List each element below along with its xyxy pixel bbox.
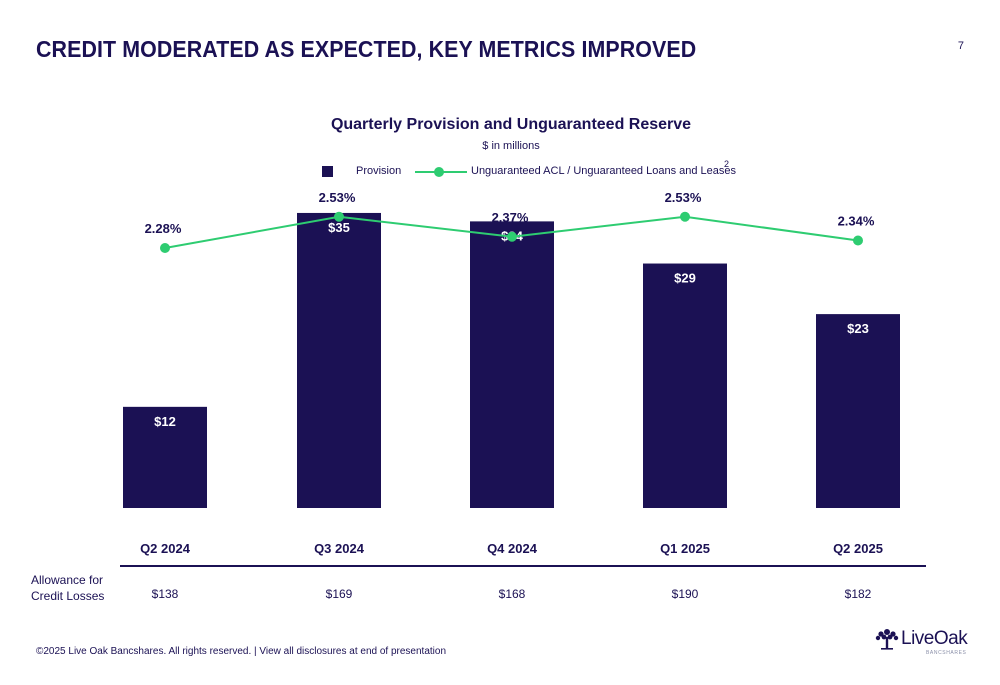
provision-bar-label: $12 — [154, 414, 176, 429]
provision-bar-label: $23 — [847, 321, 869, 336]
provision-bar — [297, 212, 381, 508]
legend-provision-label: Provision — [356, 165, 402, 177]
provision-bar — [643, 263, 727, 508]
acl-value: $138 — [151, 587, 179, 601]
acl-row-label: Allowance for Credit Losses — [31, 573, 105, 603]
footer-disclaimer: ©2025 Live Oak Bancshares. All rights re… — [36, 646, 446, 657]
acl-value: $168 — [498, 587, 526, 601]
x-axis-tick-label: Q3 2024 — [314, 541, 365, 556]
ratio-point — [507, 231, 517, 242]
provision-bar-label: $35 — [328, 220, 350, 235]
ratio-point-label: 2.37% — [492, 210, 529, 225]
page-number: 7 — [957, 40, 964, 52]
acl-value: $190 — [671, 587, 699, 601]
ratio-point-label: 2.53% — [665, 190, 702, 205]
chart-subtitle: $ in millions — [482, 140, 540, 152]
provision-bar-label: $29 — [674, 271, 696, 286]
ratio-point-label: 2.53% — [319, 190, 356, 205]
legend-provision-swatch — [322, 166, 333, 177]
ratio-point — [680, 211, 690, 222]
ratio-point-label: 2.34% — [838, 214, 875, 229]
ratio-point — [334, 211, 344, 222]
legend-footnote: 2 — [724, 159, 730, 169]
logo-wordmark: LiveOak — [901, 628, 968, 649]
x-axis-tick-label: Q4 2024 — [487, 541, 538, 556]
chart-legend: Provision Unguaranteed ACL / Unguarantee… — [0, 159, 1000, 184]
company-logo: LiveOak BANCSHARES — [874, 626, 974, 660]
provision-bar — [816, 314, 900, 508]
logo-subtitle: BANCSHARES — [926, 650, 967, 656]
ratio-point — [160, 243, 170, 253]
x-axis-tick-label: Q2 2025 — [833, 541, 883, 556]
slide-title: CREDIT MODERATED AS EXPECTED, KEY METRIC… — [36, 36, 697, 62]
ratio-point — [853, 235, 863, 246]
oak-tree-icon — [875, 629, 899, 650]
ratio-point-label: 2.28% — [145, 221, 182, 236]
legend-ratio-label: Unguaranteed ACL / Unguaranteed Loans an… — [471, 165, 737, 177]
legend-ratio-marker — [434, 167, 444, 177]
provision-bar — [470, 221, 554, 508]
provision-bar — [123, 406, 207, 508]
x-axis-tick-label: Q2 2024 — [140, 541, 191, 556]
x-axis-tick-label: Q1 2025 — [660, 541, 710, 556]
table-divider — [120, 565, 926, 567]
chart-plot: $12$35$34$29$232.28%2.53%2.37%2.53%2.34%… — [123, 190, 900, 556]
acl-value: $182 — [844, 587, 872, 601]
chart-title: Quarterly Provision and Unguaranteed Res… — [330, 116, 692, 133]
acl-value: $169 — [325, 587, 353, 601]
